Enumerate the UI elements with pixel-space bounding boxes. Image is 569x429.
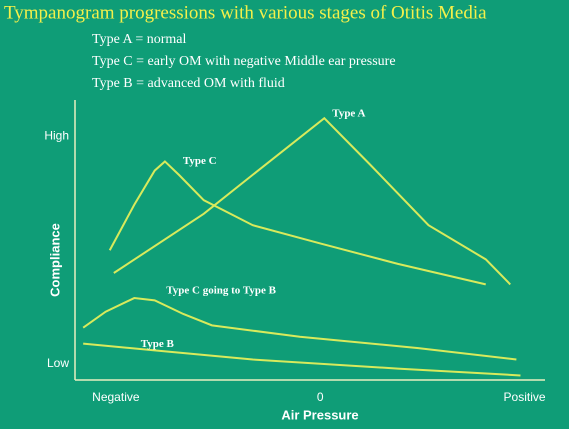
- y-axis-label: Compliance: [47, 223, 62, 297]
- series-label: Type C: [183, 155, 217, 167]
- x-tick-label: 0: [317, 390, 324, 404]
- line: [83, 342, 521, 377]
- y-tick-label: Low: [47, 356, 69, 370]
- subtitle: Type B = advanced OM with fluid: [92, 76, 285, 91]
- line: [113, 116, 511, 286]
- series-label: Type A: [332, 108, 365, 120]
- series-label: Type C going to Type B: [166, 285, 276, 297]
- x-axis-label: Air Pressure: [281, 407, 358, 422]
- subtitle: Type A = normal: [92, 32, 187, 47]
- x-tick-label: Negative: [92, 390, 140, 404]
- x-tick-label: Positive: [504, 390, 546, 404]
- line: [82, 297, 517, 361]
- line: [108, 160, 486, 286]
- y-tick-label: High: [44, 129, 69, 143]
- series-label: Type B: [141, 338, 175, 350]
- subtitle: Type C = early OM with negative Middle e…: [92, 54, 396, 69]
- chart-title: Tympanogram progressions with various st…: [4, 2, 487, 23]
